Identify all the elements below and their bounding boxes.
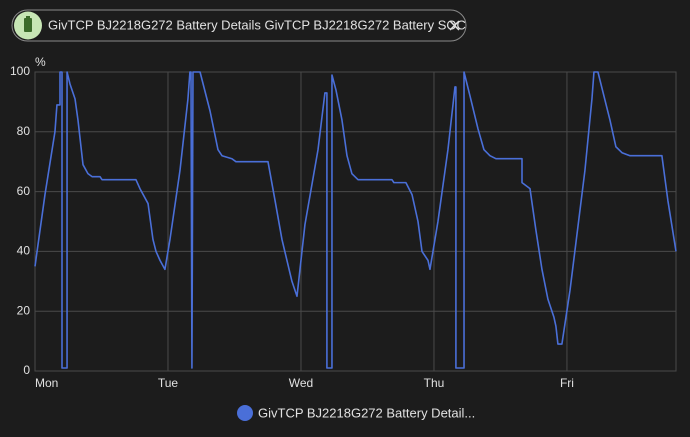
legend-label: GivTCP BJ2218G272 Battery Detail...: [258, 405, 475, 420]
chip-close[interactable]: [449, 20, 460, 31]
x-tick-label: Fri: [560, 376, 574, 390]
y-tick-label: 0: [23, 363, 30, 377]
x-tick-label: Wed: [289, 376, 313, 390]
x-tick-label: Mon: [35, 376, 58, 390]
y-tick-label: 20: [17, 303, 31, 317]
battery-icon: [24, 18, 32, 32]
filter-chip[interactable]: [11, 9, 467, 42]
y-tick-label: 40: [17, 244, 31, 258]
x-tick-label: Thu: [424, 376, 445, 390]
chip-label: GivTCP BJ2218G272 Battery Details GivTCP…: [48, 17, 466, 32]
series-line: [34, 71, 677, 369]
battery-icon-cap: [26, 16, 30, 18]
y-tick-label: 60: [17, 184, 31, 198]
legend-swatch: [237, 405, 253, 421]
plot-frame: [34, 71, 677, 372]
y-tick-label: 100: [10, 64, 30, 78]
y-tick-label: 80: [17, 124, 31, 138]
x-tick-label: Tue: [158, 376, 179, 390]
y-axis-unit: %: [35, 55, 46, 69]
